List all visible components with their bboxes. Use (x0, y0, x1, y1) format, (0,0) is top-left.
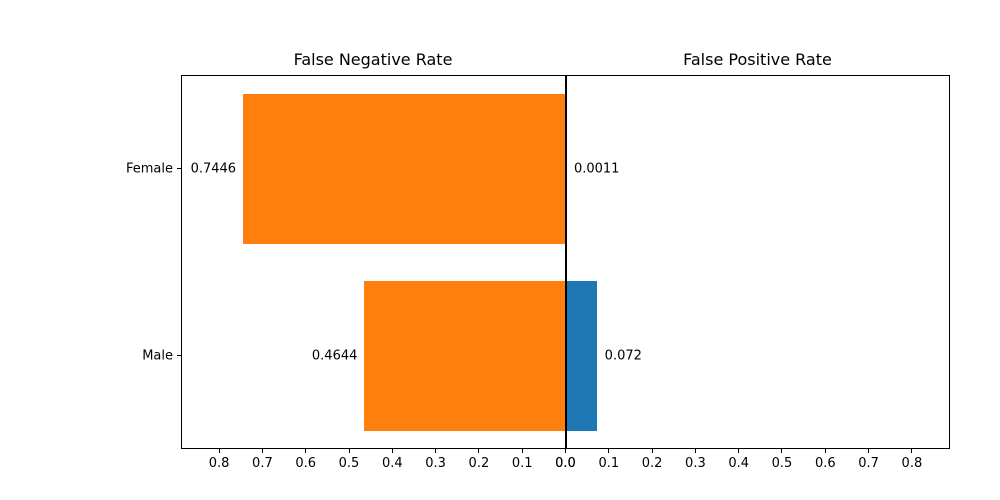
panel-title-false-negative-rate: False Negative Rate (293, 50, 453, 69)
x-axis-tick (348, 449, 350, 453)
x-axis-tick (868, 449, 870, 453)
x-axis-tick-label: 0.4 (381, 456, 403, 471)
x-axis-tick-label: 0.1 (511, 456, 533, 471)
x-axis-tick (738, 449, 740, 453)
value-label-fnr-male: 0.4644 (311, 348, 358, 363)
x-axis-tick-label: 0.6 (295, 456, 317, 471)
x-axis-tick (608, 449, 610, 453)
x-axis-tick-label: 0.1 (598, 456, 620, 471)
x-axis-tick (478, 449, 480, 453)
x-axis-tick (565, 449, 566, 453)
category-label-male: Male (142, 348, 173, 363)
x-axis-tick (781, 449, 783, 453)
x-axis-tick-label: 0.7 (252, 456, 273, 471)
x-axis-tick-label: 0.3 (685, 456, 706, 471)
panel-title-false-positive-rate: False Positive Rate (683, 50, 832, 69)
x-axis-tick-label: 0.4 (728, 456, 750, 471)
x-axis-tick (521, 449, 523, 453)
x-axis-tick-label: 0.0 (555, 456, 576, 471)
value-label-fpr-male: 0.072 (604, 348, 642, 363)
x-axis-tick-label: 0.3 (425, 456, 446, 471)
x-axis-tick-label: 0.2 (468, 456, 490, 471)
x-axis-tick (694, 449, 696, 453)
x-axis-tick (391, 449, 393, 453)
bar-fpr-male (565, 280, 597, 431)
x-axis-tick-label: 0.7 (858, 456, 879, 471)
x-axis-tick-label: 0.5 (338, 456, 360, 471)
y-axis-tick (177, 168, 181, 169)
category-label-female: Female (125, 161, 173, 176)
x-axis-tick (218, 449, 220, 453)
x-axis-tick (435, 449, 437, 453)
center-axis-line (564, 75, 567, 449)
x-axis-tick (911, 449, 913, 453)
x-axis-tick (651, 449, 653, 453)
x-axis-tick-label: 0.0 (555, 456, 576, 471)
x-axis-tick-label: 0.6 (814, 456, 836, 471)
x-axis-tick (261, 449, 263, 453)
x-axis-tick-label: 0.8 (901, 456, 923, 471)
bar-fnr-female (243, 93, 566, 244)
x-axis-tick-label: 0.8 (208, 456, 230, 471)
x-axis-tick (824, 449, 826, 453)
x-axis-tick-label: 0.5 (771, 456, 793, 471)
value-label-fpr-female: 0.0011 (573, 161, 620, 176)
y-axis-tick (177, 355, 181, 356)
x-axis-tick (305, 449, 307, 453)
x-axis-tick-label: 0.2 (641, 456, 663, 471)
value-label-fnr-female: 0.7446 (190, 161, 237, 176)
bar-fnr-male (364, 280, 566, 431)
